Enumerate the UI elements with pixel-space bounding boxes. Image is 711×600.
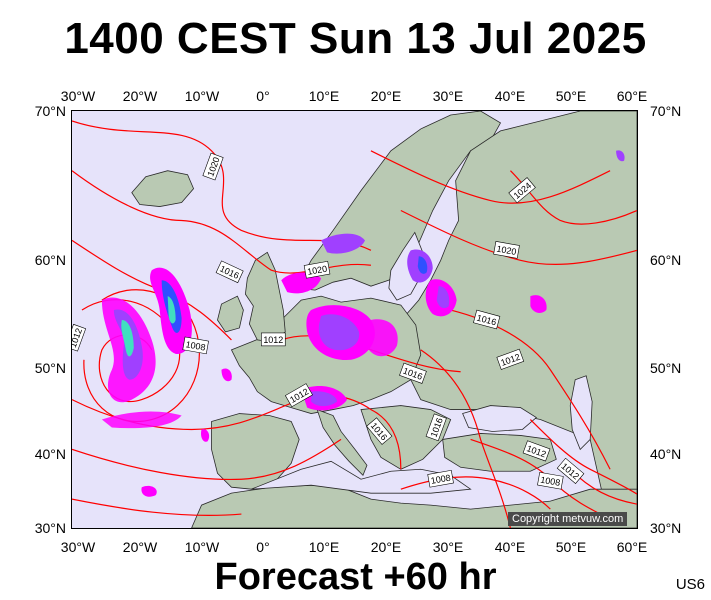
precip-area [318,314,360,351]
lon-label-bottom: 10°E [308,539,340,555]
land-ireland [217,295,244,333]
isobars [72,120,637,528]
precip-area [530,295,547,313]
copyright-notice: Copyright metvuw.com [508,512,628,526]
isobar-label: 1020 [202,152,224,181]
isobar-label: 1008 [537,471,564,490]
isobar [529,419,637,495]
isobar-label: 1020 [303,260,331,279]
lon-label-bottom: 0° [256,539,270,555]
precip-area [121,319,134,357]
lon-label-bottom: 30°E [432,539,464,555]
lon-label-bottom: 60°E [616,539,648,555]
lon-label-bottom: 10°W [184,539,220,555]
isobar-label-text: 1012 [504,355,524,365]
isobar-label-text: 1008 [430,473,451,486]
lat-label-right: 40°N [650,446,682,462]
isobar-label-text: 1008 [185,339,206,352]
isobar [400,476,551,510]
isobar [83,289,200,422]
lat-label-left: 30°N [34,520,66,536]
lon-label-top: 20°E [370,88,402,104]
lon-label-bottom: 50°E [555,539,587,555]
lon-label-top: 10°W [184,88,220,104]
lon-label-bottom: 20°W [122,539,158,555]
lon-label-top: 30°W [60,88,96,104]
caspian-sea [569,375,593,451]
lon-label-bottom: 20°E [370,539,402,555]
land-great-britain [244,251,286,343]
isobar [400,209,637,265]
lat-label-right: 60°N [650,252,682,268]
isobar-label-text: 1012 [263,335,283,345]
black-sea [462,405,538,432]
isobar-label-text: 1020 [306,264,327,277]
isobar-label: 1012 [522,440,551,462]
lon-label-top: 20°W [122,88,158,104]
lat-label-left: 60°N [34,252,66,268]
isobar-label-text: 1008 [540,475,561,488]
lon-label-top: 60°E [616,88,648,104]
lat-label-right: 70°N [650,103,682,119]
forecast-map: 1020 1016 1020 1024 1020 1016 1012 1008 [71,110,638,529]
lat-label-right: 50°N [650,360,682,376]
isobar [72,399,302,431]
precip-area [321,233,365,254]
isobar [370,150,611,204]
lon-label-bottom: 40°E [494,539,526,555]
precip-area [616,150,625,162]
isobar [72,120,372,251]
lon-label-bottom: 30°W [60,539,96,555]
isobar-label: 1020 [493,241,520,259]
isobar-label: 1008 [427,469,454,488]
isobar-label: 1008 [182,336,209,355]
isobar [72,438,342,481]
forecast-label: Forecast +60 hr [214,556,497,598]
isobar-label-text: 1016 [476,313,498,328]
land-iceland [131,170,195,207]
isobar-label-text: 1020 [496,244,517,257]
isobar-label: 1016 [425,413,447,442]
lat-label-right: 30°N [650,520,682,536]
lat-label-left: 70°N [34,103,66,119]
lat-label-left: 50°N [34,360,66,376]
isobar-label: 1012 [496,348,525,370]
isobar-label: 1016 [473,309,501,330]
precip-area [141,485,157,497]
isobar [420,349,512,528]
land-iberia [211,413,300,490]
precip-area [221,368,232,382]
precip-area [436,286,450,309]
isobar [81,299,181,403]
precip-area [311,391,338,407]
precip-area [364,319,398,357]
lat-label-left: 40°N [34,446,66,462]
lon-label-top: 30°E [432,88,464,104]
model-code: US6 [675,576,705,593]
lon-label-top: 40°E [494,88,526,104]
isobar-label: 1016 [399,362,427,384]
isobar-labels: 1020 1016 1020 1024 1020 1016 1012 1008 [72,152,585,490]
land-italy [316,408,368,476]
precip-area [201,429,210,442]
precip-area [417,256,428,274]
lon-label-top: 0° [256,88,270,104]
precipitation [101,150,625,497]
precip-area [281,272,322,294]
precip-area [167,296,176,324]
land-balkans [360,405,452,470]
isobar [72,498,242,516]
lon-label-top: 50°E [555,88,587,104]
map-title: 1400 CEST Sun 13 Jul 2025 [64,14,647,63]
lon-label-top: 10°E [308,88,340,104]
isobar-label: 1012 [261,332,286,347]
precip-area [101,411,182,429]
